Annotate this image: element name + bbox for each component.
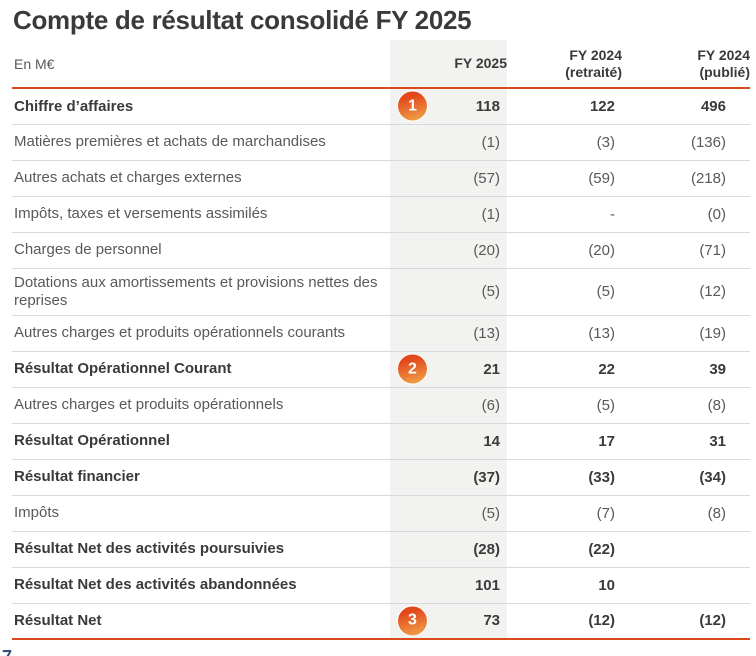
cell-fy2024-retraite: 17	[507, 423, 622, 460]
table-row-autres-charges-courants: Autres charges et produits opérationnels…	[12, 315, 750, 352]
table-row-resultat-financier: Résultat financier (37) (33) (34)	[12, 459, 750, 496]
cell-fy2024-publie: (8)	[622, 495, 750, 532]
cell-fy2025: 118	[475, 97, 500, 115]
cell-fy2024-publie: 39	[622, 351, 750, 388]
column-header-line1: FY 2025	[454, 55, 507, 72]
table-row-resultat-operationnel-courant: Résultat Opérationnel Courant 2 21 22 39	[12, 351, 750, 388]
income-statement-table: En M€ FY 2025 FY 2024 (retraité) FY 2024…	[12, 40, 750, 640]
row-label: Résultat Net des activités abandonnées	[12, 567, 390, 604]
cell-fy2024-retraite: (20)	[507, 232, 622, 269]
cell-fy2024-retraite: 10	[507, 567, 622, 604]
cell-fy2024-publie: (34)	[622, 459, 750, 496]
cell-fy2024-retraite: 122	[507, 88, 622, 125]
cell-fy2025: (6)	[390, 387, 507, 424]
cell-fy2024-retraite: (33)	[507, 459, 622, 496]
row-label: Autres charges et produits opérationnels	[12, 387, 390, 424]
row-label: Autres charges et produits opérationnels…	[12, 315, 390, 352]
row-label: Résultat Opérationnel Courant	[12, 351, 390, 388]
step-2-badge: 2	[397, 353, 428, 385]
table-row-resultat-net-poursuivies: Résultat Net des activités poursuivies (…	[12, 531, 750, 568]
table-row-impots: Impôts (5) (7) (8)	[12, 495, 750, 532]
table-header: En M€ FY 2025 FY 2024 (retraité) FY 2024…	[12, 40, 750, 89]
table-row-chiffre-daffaires: Chiffre d’affaires 1 118 122 496	[12, 88, 750, 125]
cell-fy2025: 73	[483, 612, 500, 630]
cell-fy2025: (5)	[390, 495, 507, 532]
header-row: En M€ FY 2025 FY 2024 (retraité) FY 2024…	[12, 40, 750, 89]
cell-fy2024-retraite: (5)	[507, 268, 622, 316]
cell-fy2025: (1)	[390, 124, 507, 161]
table-body: Chiffre d’affaires 1 118 122 496 Matière…	[12, 88, 750, 640]
column-header-line2: (retraité)	[565, 63, 622, 80]
row-label: Résultat Net des activités poursuivies	[12, 531, 390, 568]
cell-fy2025: 14	[390, 423, 507, 460]
row-label: Autres achats et charges externes	[12, 160, 390, 197]
table-row-resultat-net: Résultat Net 3 73 (12) (12)	[12, 603, 750, 640]
page-title: Compte de résultat consolidé FY 2025	[13, 5, 472, 35]
cell-fy2025: (5)	[390, 268, 507, 316]
cell-fy2025: (37)	[390, 459, 507, 496]
row-label: Résultat financier	[12, 459, 390, 496]
row-label: Résultat Net	[12, 603, 390, 640]
cell-fy2024-publie: 31	[622, 423, 750, 460]
cell-fy2024-publie	[622, 531, 750, 568]
cell-fy2025: (13)	[390, 315, 507, 352]
row-label: Charges de personnel	[12, 232, 390, 269]
cell-fy2025: (57)	[390, 160, 507, 197]
cell-fy2024-publie: (19)	[622, 315, 750, 352]
cell-fy2025: (28)	[390, 531, 507, 568]
step-1-badge: 1	[397, 90, 428, 122]
table-row-charges-personnel: Charges de personnel (20) (20) (71)	[12, 232, 750, 269]
row-label: Dotations aux amortissements et provisio…	[12, 268, 390, 316]
step-3-badge: 3	[397, 605, 428, 637]
cell-fy2025: 101	[390, 567, 507, 604]
column-header-fy2024-retraite: FY 2024 (retraité)	[507, 40, 622, 89]
table-row-resultat-net-abandonnees: Résultat Net des activités abandonnées 1…	[12, 567, 750, 604]
page-number-fragment: 7	[0, 648, 16, 656]
column-header-fy2024-publie: FY 2024 (publié)	[622, 40, 750, 89]
unit-label: En M€	[12, 40, 390, 89]
cell-fy2024-retraite: -	[507, 196, 622, 233]
table-row-autres-charges-operationnels: Autres charges et produits opérationnels…	[12, 387, 750, 424]
table-row-autres-achats: Autres achats et charges externes (57) (…	[12, 160, 750, 197]
row-label: Chiffre d’affaires	[12, 88, 390, 125]
cell-fy2024-publie: (0)	[622, 196, 750, 233]
cell-fy2024-retraite: (22)	[507, 531, 622, 568]
row-label: Matières premières et achats de marchand…	[12, 124, 390, 161]
cell-fy2024-publie: (218)	[622, 160, 750, 197]
table-row-impots-taxes: Impôts, taxes et versements assimilés (1…	[12, 196, 750, 233]
cell-fy2024-retraite: (59)	[507, 160, 622, 197]
row-label: Impôts, taxes et versements assimilés	[12, 196, 390, 233]
column-header-line1: FY 2024	[569, 46, 622, 63]
cell-fy2025: 21	[483, 360, 500, 378]
cell-fy2024-retraite: (5)	[507, 387, 622, 424]
cell-fy2024-retraite: (13)	[507, 315, 622, 352]
row-label: Impôts	[12, 495, 390, 532]
cell-fy2024-retraite: (3)	[507, 124, 622, 161]
cell-fy2025: (1)	[390, 196, 507, 233]
table-row-resultat-operationnel: Résultat Opérationnel 14 17 31	[12, 423, 750, 460]
cell-fy2024-publie	[622, 567, 750, 604]
table-row-dotations-amortissements: Dotations aux amortissements et provisio…	[12, 268, 750, 316]
cell-fy2024-retraite: (7)	[507, 495, 622, 532]
cell-fy2024-publie: 496	[622, 88, 750, 125]
cell-fy2024-publie: (136)	[622, 124, 750, 161]
cell-fy2025: (20)	[390, 232, 507, 269]
cell-fy2024-retraite: 22	[507, 351, 622, 388]
cell-fy2024-publie: (71)	[622, 232, 750, 269]
row-label: Résultat Opérationnel	[12, 423, 390, 460]
column-header-line1: FY 2024	[697, 46, 750, 63]
column-header-fy2025: FY 2025	[390, 40, 507, 89]
cell-fy2024-publie: (8)	[622, 387, 750, 424]
table-row-matieres-premieres: Matières premières et achats de marchand…	[12, 124, 750, 161]
cell-fy2024-publie: (12)	[622, 268, 750, 316]
cell-fy2024-publie: (12)	[622, 603, 750, 640]
column-header-line2: (publié)	[699, 63, 750, 80]
cell-fy2024-retraite: (12)	[507, 603, 622, 640]
